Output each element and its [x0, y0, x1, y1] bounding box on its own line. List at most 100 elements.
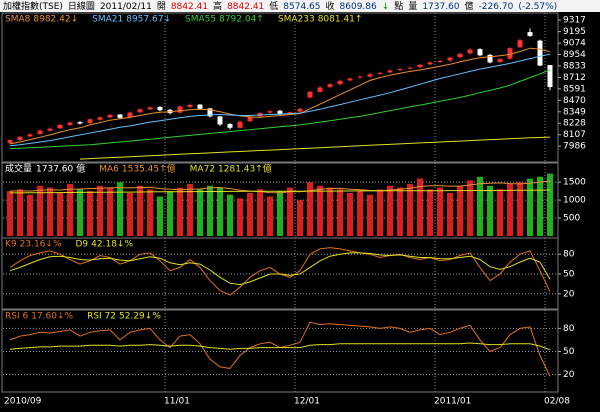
volume-bar — [237, 198, 243, 236]
legend-text: MA6 — [99, 165, 119, 175]
candle-body — [57, 124, 63, 129]
y-tick-label: 8833 — [563, 61, 586, 71]
candle-body — [317, 87, 323, 92]
volume-bar — [267, 196, 273, 236]
volume-bar — [107, 187, 113, 236]
volume-bar — [317, 185, 323, 236]
volume-bar — [437, 187, 443, 236]
candle-body — [227, 124, 233, 128]
legend-text: 8957.67↓ — [126, 15, 171, 25]
candle-body — [267, 111, 273, 113]
candle-body — [287, 112, 293, 114]
candle-body — [447, 57, 453, 61]
candle-body — [367, 74, 373, 77]
candle-body — [487, 54, 493, 63]
x-tick-label: 02/08 — [544, 397, 570, 407]
volume-bar — [27, 194, 33, 236]
header-text: 點 — [394, 0, 403, 12]
legend-text: SMA8 — [5, 15, 31, 25]
candle-body — [197, 104, 203, 109]
legend-text: MA72 — [190, 165, 215, 175]
header-bar — [0, 0, 600, 12]
candle-body — [387, 70, 393, 73]
header-text: 加權指數(TSE) — [3, 0, 63, 12]
y-tick-label: 80 — [563, 250, 575, 260]
legend-text: SMA233 — [278, 15, 315, 25]
header-text: 高 — [213, 0, 222, 12]
header-text: 8574.65 — [283, 2, 320, 12]
series-line — [9, 53, 551, 147]
header-text: 8842.41 — [227, 2, 264, 12]
candle-body — [77, 122, 83, 124]
y-tick-label: 7986 — [563, 142, 586, 152]
header-text: ↓ — [382, 2, 390, 12]
x-tick-label: 11/01 — [164, 397, 190, 407]
header-text: 1737.60 — [422, 2, 459, 12]
candle-body — [397, 69, 403, 71]
header-text: 億 — [465, 0, 474, 12]
candle-body — [37, 130, 43, 134]
candle-body — [407, 67, 413, 69]
volume-bar — [167, 191, 173, 236]
header-text: 8842.41 — [171, 2, 208, 12]
legend-text: RSI 72 — [87, 312, 116, 322]
candle-body — [527, 32, 533, 36]
candle-body — [177, 106, 183, 113]
candle-body — [47, 128, 53, 131]
candle-body — [137, 109, 143, 113]
candle-body — [87, 119, 93, 124]
candle-body — [357, 76, 363, 78]
series-line — [9, 47, 551, 145]
volume-bar — [407, 183, 413, 236]
volume-bar — [477, 176, 483, 236]
series-line — [10, 189, 551, 194]
legend-text: RSI 6 — [5, 312, 28, 322]
series-line — [9, 69, 551, 150]
candle-body — [467, 49, 473, 54]
candle-body — [297, 108, 303, 112]
y-tick-label: 1000 — [563, 196, 586, 206]
volume-bar — [17, 189, 23, 236]
candle-body — [377, 72, 383, 74]
volume-bar — [357, 191, 363, 236]
header-text: 低 — [269, 0, 278, 12]
volume-bar — [517, 182, 523, 236]
header-text: 8609.86 — [340, 2, 377, 12]
volume-bar — [377, 189, 383, 236]
volume-bar — [427, 189, 433, 236]
volume-bar — [507, 183, 513, 236]
volume-bar — [527, 178, 533, 236]
volume-bar — [367, 194, 373, 236]
legend-text: 42.18↓% — [91, 240, 133, 250]
legend-text: D9 — [76, 240, 89, 250]
volume-bar — [127, 192, 133, 236]
volume-bar — [247, 192, 253, 236]
candle-body — [327, 84, 333, 88]
legend-text: 8081.41↑ — [318, 15, 363, 25]
legend-text: 8982.42↓ — [33, 15, 78, 25]
legend-text: 億 — [76, 163, 85, 175]
y-tick-label: 8954 — [563, 50, 586, 60]
candle-body — [237, 121, 243, 128]
volume-bar — [117, 182, 123, 236]
candle-body — [437, 61, 443, 62]
volume-bar — [337, 189, 343, 236]
candle-body — [517, 40, 523, 48]
candle-body — [97, 117, 103, 120]
volume-bar — [187, 183, 193, 236]
y-tick-label: 9074 — [563, 39, 586, 49]
candle-body — [107, 115, 113, 118]
y-tick-label: 20 — [563, 289, 575, 299]
candle-body — [217, 116, 223, 125]
legend-text: K9 — [5, 240, 17, 250]
header-text: 開 — [157, 1, 166, 12]
volume-bar — [347, 192, 353, 236]
x-tick-label: 12/01 — [294, 397, 320, 407]
candle-body — [477, 49, 483, 56]
y-tick-label: 8107 — [563, 130, 586, 140]
candle-body — [247, 116, 253, 122]
volume-bar — [67, 183, 73, 236]
volume-bar — [157, 196, 163, 236]
volume-bar — [47, 187, 53, 236]
